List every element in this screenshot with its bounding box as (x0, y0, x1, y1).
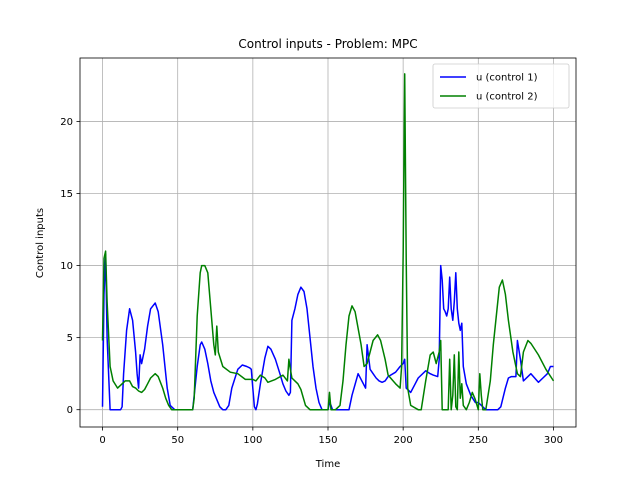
x-tick-label: 300 (544, 435, 563, 446)
x-tick-label: 200 (394, 435, 413, 446)
chart-title: Control inputs - Problem: MPC (238, 37, 417, 51)
x-tick-label: 100 (243, 435, 262, 446)
y-tick-label: 0 (67, 405, 73, 416)
axis-ticks: 0 50 100 150 200 250 300 0 5 10 15 20 (60, 117, 563, 446)
series-line-2 (101, 73, 555, 411)
x-tick-label: 50 (171, 435, 184, 446)
y-tick-label: 10 (60, 261, 73, 272)
y-tick-label: 5 (67, 333, 73, 344)
x-tick-label: 250 (469, 435, 488, 446)
x-tick-label: 150 (318, 435, 337, 446)
series-line-1 (101, 253, 554, 411)
x-tick-label: 0 (99, 435, 105, 446)
legend: u (control 1) u (control 2) (432, 63, 570, 109)
plot-series (101, 73, 555, 411)
grid (80, 58, 576, 427)
y-axis-label: Control inputs (35, 208, 46, 278)
legend-box (432, 63, 570, 109)
y-tick-label: 20 (60, 117, 73, 128)
y-tick-label: 15 (60, 189, 73, 200)
legend-label: u (control 1) (476, 73, 538, 84)
x-axis-label: Time (315, 459, 340, 470)
legend-label: u (control 2) (476, 92, 538, 103)
